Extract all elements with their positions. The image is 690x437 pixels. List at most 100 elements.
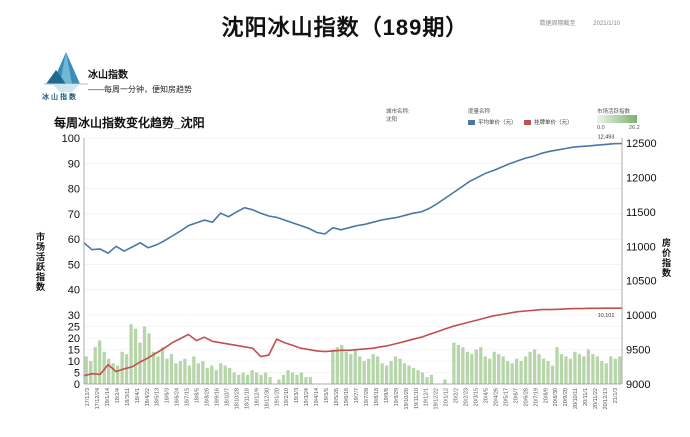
x-tick-label: 19/12/22	[434, 388, 440, 409]
date-row: 数据周期截至 2021/1/10	[524, 18, 620, 27]
activity-bar	[398, 358, 402, 384]
x-tick-label: 18/12/30	[264, 388, 270, 409]
activity-bar	[174, 363, 178, 384]
activity-bar	[223, 365, 227, 384]
activity-bar	[98, 340, 102, 384]
activity-bar	[335, 347, 339, 384]
activity-bar	[205, 367, 209, 384]
activity-bar	[201, 361, 205, 384]
date-label: 数据周期截至	[539, 21, 576, 27]
x-tick-label: 18/1/14	[105, 388, 111, 406]
activity-bar	[183, 358, 187, 384]
city-label: 城市名称:	[386, 109, 410, 115]
activity-bar	[367, 358, 371, 384]
legend-avg-price[interactable]: 平均单价（元）	[468, 118, 517, 126]
activity-bar	[515, 358, 519, 384]
x-tick-label: 19/7/28	[364, 388, 370, 406]
x-tick-label: 18/8/5	[195, 388, 201, 403]
activity-bar	[568, 358, 573, 384]
iceberg-logo-icon	[44, 52, 88, 92]
x-tick-label: 20/6/28	[523, 388, 529, 406]
x-tick-label: 20/1/12	[444, 388, 450, 406]
legend-list-label: 挂牌单价（元）	[534, 120, 573, 126]
activity-bar	[411, 367, 416, 384]
left-tick-label: 40	[68, 285, 80, 297]
left-tick-label: 50	[68, 259, 80, 271]
x-tick-label: 20/12/13	[603, 388, 609, 409]
x-tick-label: 20/5/17	[503, 388, 509, 406]
activity-bar	[416, 370, 420, 384]
chart-title: 每周冰山指数变化趋势_沈阳	[54, 116, 205, 130]
activity-bar	[353, 349, 357, 384]
x-tick-label: 19/9/8	[384, 388, 390, 403]
right-tick-label: 12000	[626, 172, 657, 184]
activity-bar	[380, 363, 384, 384]
x-tick-label: 18/4/22	[145, 388, 151, 406]
activity-bar	[304, 377, 308, 384]
activity-bar	[93, 347, 97, 384]
city-value: 沈阳	[386, 117, 398, 123]
activity-bar	[609, 356, 613, 384]
activity-bar	[591, 354, 595, 384]
x-tick-label: 19/7/7	[354, 388, 360, 403]
left-tick-label: 15	[68, 345, 80, 357]
activity-bar	[497, 354, 501, 384]
activity-bar	[263, 372, 268, 384]
activity-bar	[541, 358, 546, 384]
city-filter[interactable]: 城市名称: 沈阳	[386, 108, 410, 124]
activity-bar	[344, 351, 348, 384]
activity-bar	[358, 356, 362, 384]
activity-bar	[384, 365, 389, 384]
activity-bar	[420, 372, 425, 384]
activity-bar	[613, 358, 617, 384]
activity-bar	[254, 372, 259, 384]
left-tick-label: 70	[68, 209, 80, 221]
activity-bar	[537, 354, 541, 384]
activity-legend-label: 市场活跃指数	[597, 109, 631, 115]
avg-price-line	[83, 142, 623, 255]
brand-tagline: ——每周一分钟，便知房趋势	[88, 85, 192, 94]
activity-bar	[165, 358, 169, 384]
activity-bar	[600, 361, 604, 384]
x-tick-label: 19/3/24	[304, 388, 310, 406]
right-tick-label: 9500	[626, 345, 650, 357]
left-tick-label: 10	[68, 356, 80, 368]
activity-bar	[402, 363, 407, 384]
activity-bar	[488, 358, 492, 384]
activity-bar	[393, 356, 398, 384]
activity-bar	[308, 377, 313, 384]
activity-bar	[286, 370, 290, 384]
activity-bar	[501, 356, 505, 384]
activity-bar	[429, 374, 434, 384]
x-tick-label: 18/11/18	[244, 388, 250, 409]
legend-list-swatch	[524, 120, 531, 126]
legend-list-price[interactable]: 挂牌单价（元）	[524, 118, 573, 126]
activity-bar	[160, 347, 165, 384]
activity-bar	[483, 356, 487, 384]
x-tick-label: 20/4/26	[494, 388, 500, 406]
activity-bar	[129, 324, 133, 384]
activity-bar	[479, 347, 483, 384]
x-tick-label: 18/10/28	[234, 388, 240, 409]
activity-bar	[89, 361, 93, 384]
x-tick-label: 18/5/13	[155, 388, 161, 406]
activity-bar	[461, 347, 465, 384]
activity-bar	[465, 351, 469, 384]
activity-bar	[519, 361, 523, 384]
x-tick-label: 20/8/30	[553, 388, 559, 406]
x-tick-label: 19/8/18	[374, 388, 380, 406]
activity-bar	[407, 365, 411, 384]
activity-bar	[268, 377, 272, 384]
date-value: 2021/1/10	[593, 21, 620, 27]
activity-bar	[550, 365, 555, 384]
activity-bar	[577, 354, 582, 384]
left-tick-label: 5	[74, 368, 80, 380]
activity-bar	[120, 351, 124, 384]
activity-max: 26.2	[629, 125, 640, 131]
activity-bar	[84, 356, 88, 384]
legend-avg-label: 平均单价（元）	[478, 120, 517, 126]
left-tick-label: 0	[74, 379, 80, 391]
x-tick-label: 17/12/3	[85, 388, 91, 406]
activity-bar	[456, 344, 460, 384]
activity-bar	[595, 356, 599, 384]
